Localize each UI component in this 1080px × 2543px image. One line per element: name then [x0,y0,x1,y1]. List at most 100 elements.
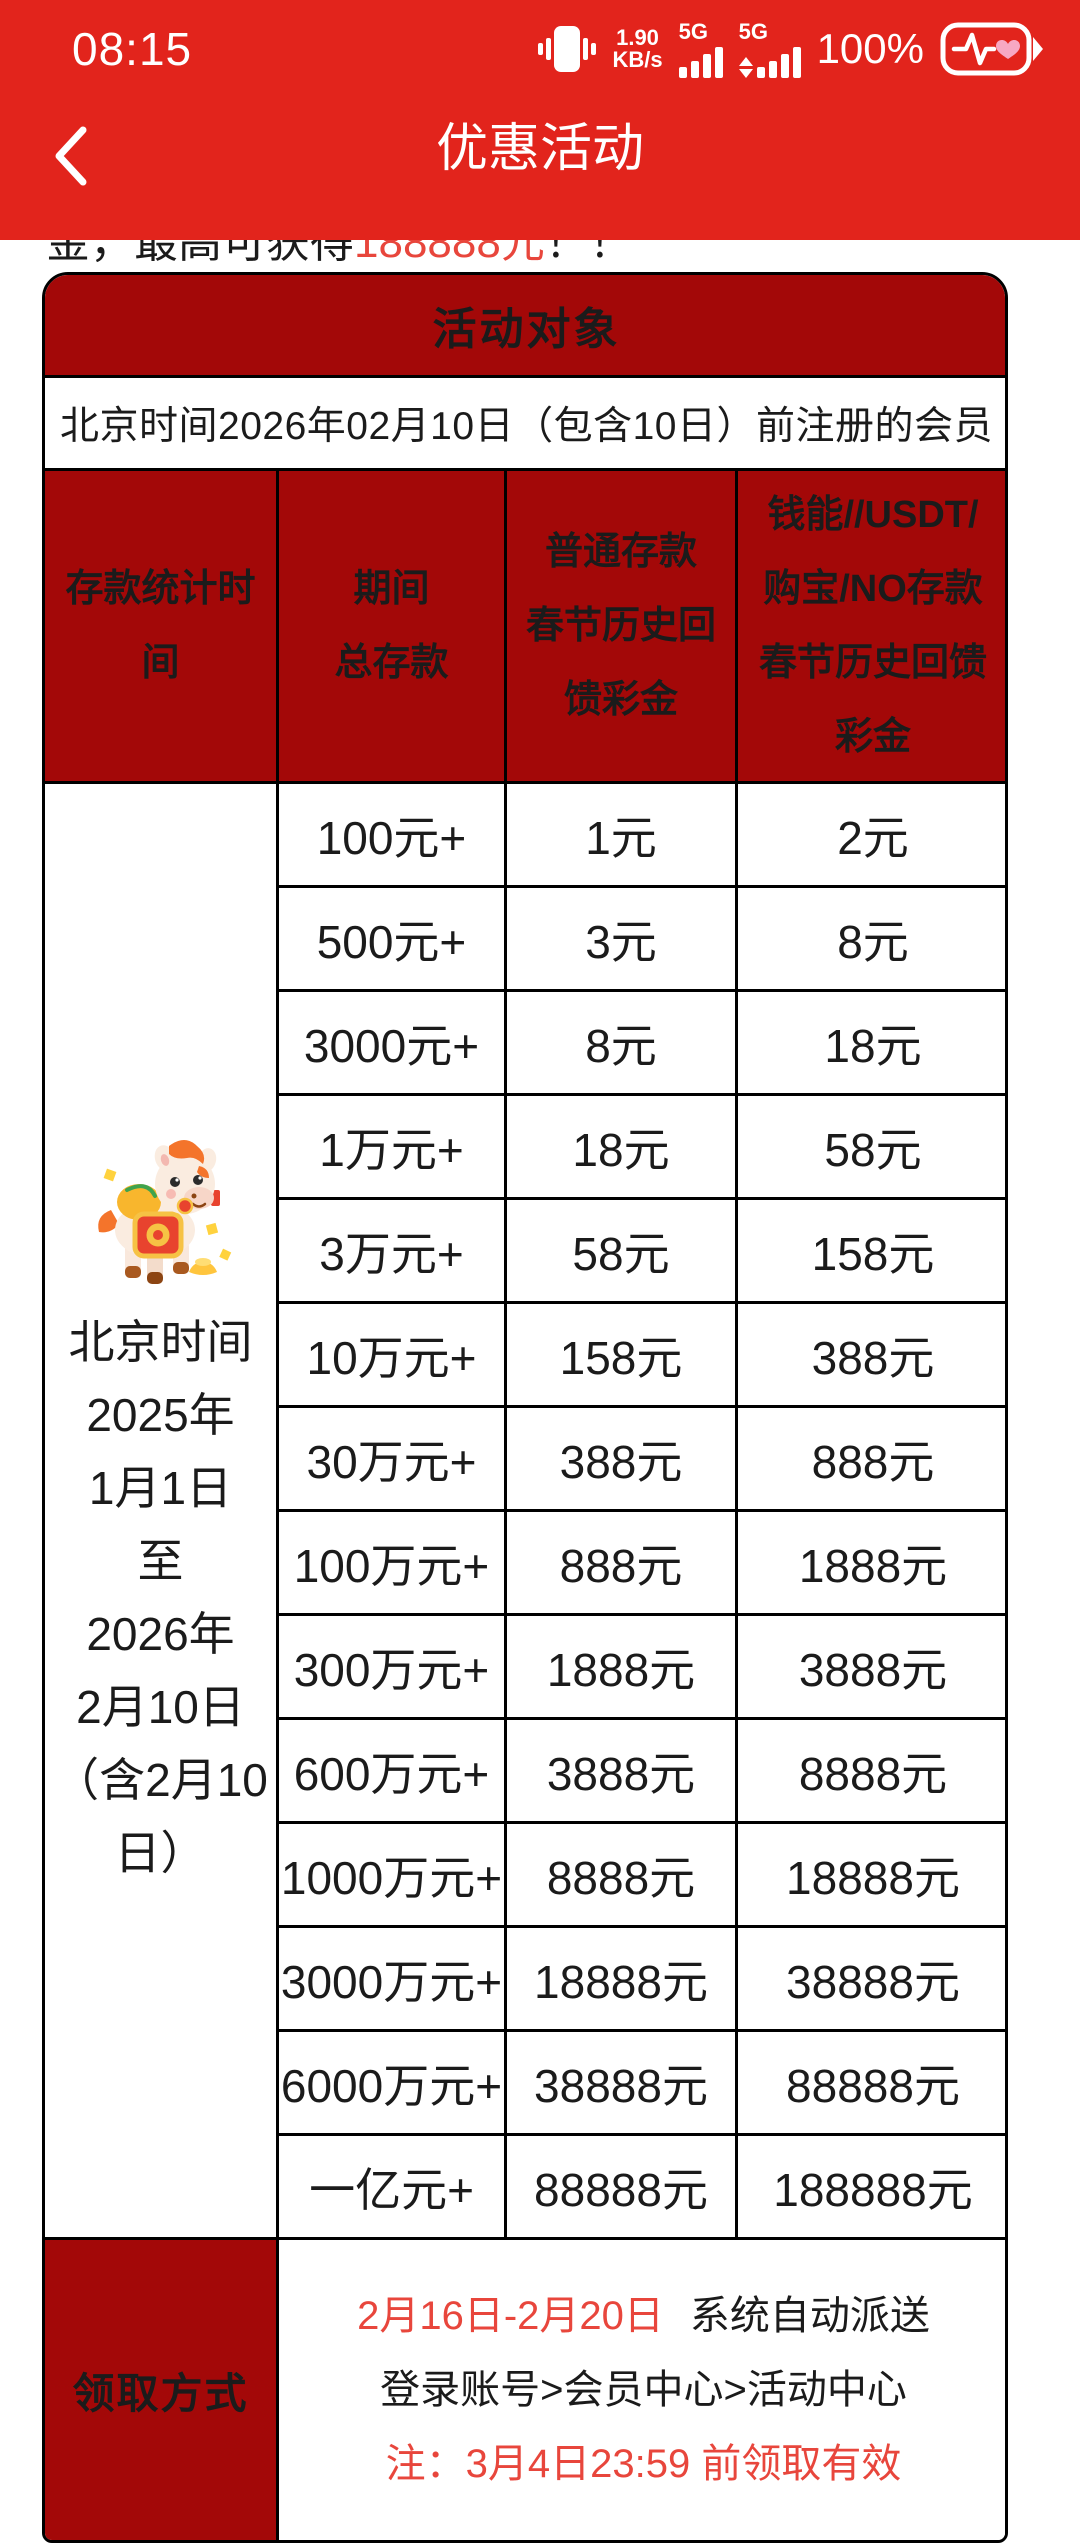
special-bonus-cell: 188888元 [735,2133,1005,2240]
period-line: 2月10日 [76,1680,245,1733]
deposit-cell: 100万元+ [276,1509,507,1616]
special-bonus-cell: 8元 [735,885,1005,992]
special-bonus-cell: 58元 [735,1093,1005,1200]
special-bonus-cell: 88888元 [735,2029,1005,2136]
normal-bonus-cell: 1888元 [504,1613,738,1720]
network-speed-unit: KB/s [612,47,663,72]
period-cell: 北京时间 2025年 1月1日 至 2026年 2月10日 （含2月10 日） [45,781,279,2240]
table-row: 1000万元+ 8888元 18888元 [45,1821,1005,1928]
normal-bonus-cell: 88888元 [504,2133,738,2240]
table-row: 300万元+ 1888元 3888元 [45,1613,1005,1720]
normal-bonus-cell: 388元 [504,1405,738,1512]
normal-bonus-cell: 1元 [504,781,738,888]
period-line: （含2月10 [53,1753,268,1806]
normal-bonus-cell: 8元 [504,989,738,1096]
normal-bonus-cell: 58元 [504,1197,738,1304]
deposit-cell: 100元+ [276,781,507,888]
sim2-5g-label: 5G [738,18,768,44]
table-row: 30万元+ 388元 888元 [45,1405,1005,1512]
period-line: 2026年 [86,1607,235,1660]
period-line: 2025年 [86,1388,235,1441]
table-row: 600万元+ 3888元 8888元 [45,1717,1005,1824]
deposit-cell: 1万元+ [276,1093,507,1200]
normal-bonus-cell: 888元 [504,1509,738,1616]
data-transfer-arrows-icon [738,56,753,78]
vibrate-icon [538,26,597,72]
sim2-signal: 5G [738,18,801,78]
signal-bars-icon [678,46,723,78]
special-bonus-cell: 2元 [735,781,1005,888]
special-bonus-cell: 158元 [735,1197,1005,1304]
claim-schedule-line: 2月16日-2月20日 系统自动派送 [357,2294,930,2338]
deposit-cell: 一亿元+ [276,2133,507,2240]
claim-method-cell: 领取方式 [45,2237,279,2540]
table-row: 10万元+ 158元 388元 [45,1301,1005,1408]
deposit-cell: 3000元+ [276,989,507,1096]
deposit-cell: 30万元+ [276,1405,507,1512]
special-bonus-cell: 3888元 [735,1613,1005,1720]
clock-label: 08:15 [72,23,193,75]
special-bonus-cell: 1888元 [735,1509,1005,1616]
special-bonus-cell: 18元 [735,989,1005,1096]
period-line: 至 [137,1534,184,1587]
normal-bonus-cell: 18元 [504,1093,738,1200]
page-title: 优惠活动 [435,120,644,178]
sim1-5g-label: 5G [678,18,708,44]
battery-percent-label: 100% [816,25,924,72]
normal-bonus-cell: 3元 [504,885,738,992]
special-bonus-cell: 18888元 [735,1821,1005,1928]
table-row: 1万元+ 18元 58元 [45,1093,1005,1200]
deposit-cell: 10万元+ [276,1301,507,1408]
column-header-cell: 期间 总存款 [276,468,507,784]
battery-health-icon [940,20,1044,78]
column-header-row: 存款统计时间 期间 总存款 普通存款 春节历史回 馈彩金 钱能//USDT/购宝/NO… [45,468,1005,784]
sim1-signal: 5G [678,18,723,78]
normal-bonus-cell: 158元 [504,1301,738,1408]
claim-body-cell: 2月16日-2月20日 系统自动派送 登录账号>会员中心>活动中心 注：3月4日2… [276,2237,1005,2540]
deposit-cell: 500元+ [276,885,507,992]
deposit-cell: 300万元+ [276,1613,507,1720]
table-row: 3000元+ 8元 18元 [45,989,1005,1096]
registration-cell: 北京时间2026年02月10日（包含10日）前注册的会员 [45,375,1005,471]
special-bonus-cell: 388元 [735,1301,1005,1408]
table-row: 3000万元+ 18888元 38888元 [45,1925,1005,2032]
table-row: 6000万元+ 38888元 88888元 [45,2029,1005,2136]
network-speed-value: 1.90 [616,24,659,50]
table-row: 3万元+ 58元 158元 [45,1197,1005,1304]
deposit-cell: 3000万元+ [276,1925,507,2032]
deposit-cell: 1000万元+ [276,1821,507,1928]
nav-bar: 优惠活动 [0,88,1080,240]
table-row: 一亿元+ 88888元 188888元 [45,2133,1005,2240]
table-row: 500元+ 3元 8元 [45,885,1005,992]
claim-path-line: 登录账号>会员中心>活动中心 [380,2368,907,2412]
column-header-cell: 存款统计时间 [45,468,279,784]
table-row: 100万元+ 888元 1888元 [45,1509,1005,1616]
normal-bonus-cell: 3888元 [504,1717,738,1824]
special-bonus-cell: 888元 [735,1405,1005,1512]
deposit-cell: 3万元+ [276,1197,507,1304]
column-header-cell: 钱能//USDT/购宝/NO存款 春节历史回馈 彩金 [735,468,1005,784]
deposit-cell: 600万元+ [276,1717,507,1824]
special-bonus-cell: 8888元 [735,1717,1005,1824]
claim-note-line: 注：3月4日23:59 前领取有效 [385,2442,902,2486]
normal-bonus-cell: 8888元 [504,1821,738,1928]
period-line: 1月1日 [88,1461,233,1514]
band-header-cell: 活动对象 [45,275,1005,378]
activity-table: 活动对象 北京时间2026年02月10日（包含10日）前注册的会员 存款统计时间… [42,272,1008,2543]
period-line: 北京时间 [68,1315,253,1368]
period-line: 日） [114,1826,207,1879]
signal-bars-icon [756,46,801,78]
normal-bonus-cell: 38888元 [504,2029,738,2136]
deposit-cell: 6000万元+ [276,2029,507,2136]
normal-bonus-cell: 18888元 [504,1925,738,2032]
special-bonus-cell: 38888元 [735,1925,1005,2032]
back-button[interactable] [40,116,100,196]
status-bar: 08:15 1.90 KB/s 5G 5G [0,0,1080,88]
table-row: 北京时间 2025年 1月1日 至 2026年 2月10日 （含2月10 日） … [45,781,1005,2240]
app-header: 08:15 1.90 KB/s 5G 5G [0,0,1080,240]
column-header-cell: 普通存款 春节历史回 馈彩金 [504,468,738,784]
chevron-left-icon [55,126,87,186]
network-speed: 1.90 KB/s [612,24,663,72]
new-year-horse-mascot [81,1132,241,1292]
claim-row: 领取方式 2月16日-2月20日 系统自动派送 登录账号>会员中心>活动中心 注：… [45,2237,1005,2540]
